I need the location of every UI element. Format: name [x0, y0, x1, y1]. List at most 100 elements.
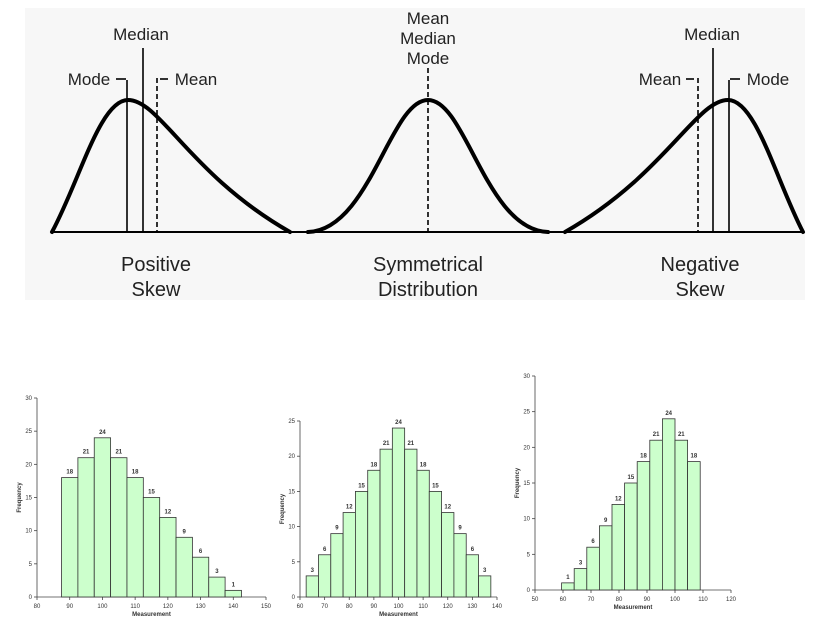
data-label: 18 — [640, 454, 647, 460]
data-label: 21 — [407, 441, 414, 447]
bar — [142, 497, 161, 598]
bar — [391, 427, 406, 598]
bar — [355, 490, 369, 598]
bar — [175, 536, 193, 598]
data-label: 18 — [66, 470, 73, 476]
label: Mode — [68, 70, 111, 89]
bar — [561, 582, 575, 591]
bar — [478, 575, 492, 598]
label: Median — [684, 25, 740, 44]
data-label: 9 — [335, 526, 339, 532]
data-label: 21 — [383, 441, 390, 447]
bar — [208, 576, 226, 598]
data-label: 3 — [215, 569, 219, 575]
x-tick-label: 90 — [644, 597, 651, 603]
x-tick-label: 140 — [492, 604, 503, 610]
bar — [599, 525, 613, 591]
data-label: 6 — [471, 547, 475, 553]
caption: Distribution — [378, 279, 478, 301]
bar — [636, 461, 651, 591]
x-tick-label: 110 — [130, 604, 140, 610]
data-label: 9 — [183, 529, 187, 535]
x-tick-label: 150 — [261, 604, 272, 610]
data-label: 9 — [458, 526, 462, 532]
data-label: 15 — [358, 483, 365, 489]
y-tick-label: 5 — [292, 560, 296, 566]
data-label: 3 — [579, 561, 583, 567]
bar — [379, 448, 393, 598]
x-tick-label: 120 — [726, 597, 737, 603]
data-label: 21 — [83, 450, 90, 456]
bar — [649, 439, 663, 591]
data-label: 12 — [165, 509, 172, 515]
bar — [586, 546, 600, 591]
data-label: 3 — [483, 568, 487, 574]
y-axis-label: Frequency — [515, 467, 521, 498]
y-tick-label: 20 — [288, 454, 295, 460]
data-label: 6 — [199, 549, 203, 555]
x-tick-label: 70 — [321, 604, 328, 610]
data-label: 15 — [148, 490, 155, 496]
bar — [441, 512, 455, 598]
data-label: 1 — [566, 575, 570, 581]
x-tick-label: 80 — [346, 604, 353, 610]
bar — [611, 503, 626, 591]
bar — [624, 482, 638, 591]
y-tick-label: 30 — [25, 396, 32, 402]
y-tick-label: 25 — [288, 419, 295, 425]
diagram-background — [25, 8, 805, 300]
label: Mean — [175, 70, 218, 89]
data-label: 3 — [311, 568, 315, 574]
data-label: 18 — [420, 462, 427, 468]
data-label: 15 — [628, 475, 635, 481]
x-tick-label: 90 — [371, 604, 378, 610]
x-tick-label: 100 — [393, 604, 404, 610]
bar — [687, 461, 701, 591]
y-tick-label: 0 — [292, 595, 296, 601]
caption: Symmetrical — [373, 254, 483, 276]
y-tick-label: 10 — [288, 525, 295, 531]
x-tick-label: 80 — [616, 597, 623, 603]
x-tick-label: 50 — [532, 597, 539, 603]
y-tick-label: 5 — [527, 552, 531, 558]
y-tick-label: 20 — [523, 445, 530, 451]
data-label: 18 — [132, 470, 139, 476]
data-label: 6 — [591, 539, 595, 545]
bar — [159, 517, 177, 598]
y-axis-label: Frequency — [17, 482, 23, 513]
data-label: 15 — [432, 483, 439, 489]
bar — [342, 512, 356, 598]
y-tick-label: 25 — [523, 410, 530, 416]
bar — [573, 568, 588, 591]
bar — [465, 554, 479, 598]
x-tick-label: 110 — [698, 597, 708, 603]
bar — [318, 554, 332, 598]
x-tick-label: 60 — [297, 604, 304, 610]
data-label: 12 — [615, 496, 622, 502]
curve — [50, 97, 292, 234]
x-tick-label: 100 — [670, 597, 681, 603]
y-tick-label: 10 — [25, 529, 32, 535]
bar — [416, 469, 430, 598]
bar — [404, 448, 418, 598]
bar — [110, 457, 128, 598]
bar — [224, 589, 242, 598]
y-tick-label: 15 — [523, 481, 530, 487]
label: Mode — [747, 70, 790, 89]
label: Mean — [639, 70, 682, 89]
data-label: 18 — [691, 454, 698, 460]
x-tick-label: 130 — [196, 604, 207, 610]
bar — [61, 477, 79, 598]
bar — [126, 477, 144, 598]
data-label: 24 — [395, 420, 402, 426]
bar — [674, 439, 689, 591]
data-label: 24 — [665, 411, 672, 417]
x-tick-label: 140 — [228, 604, 239, 610]
data-label: 1 — [232, 582, 236, 588]
caption: Negative — [661, 254, 740, 276]
data-label: 12 — [444, 505, 451, 511]
x-tick-label: 70 — [588, 597, 595, 603]
x-axis-label: Measurement — [614, 605, 653, 611]
data-label: 18 — [371, 462, 378, 468]
data-label: 21 — [653, 432, 660, 438]
